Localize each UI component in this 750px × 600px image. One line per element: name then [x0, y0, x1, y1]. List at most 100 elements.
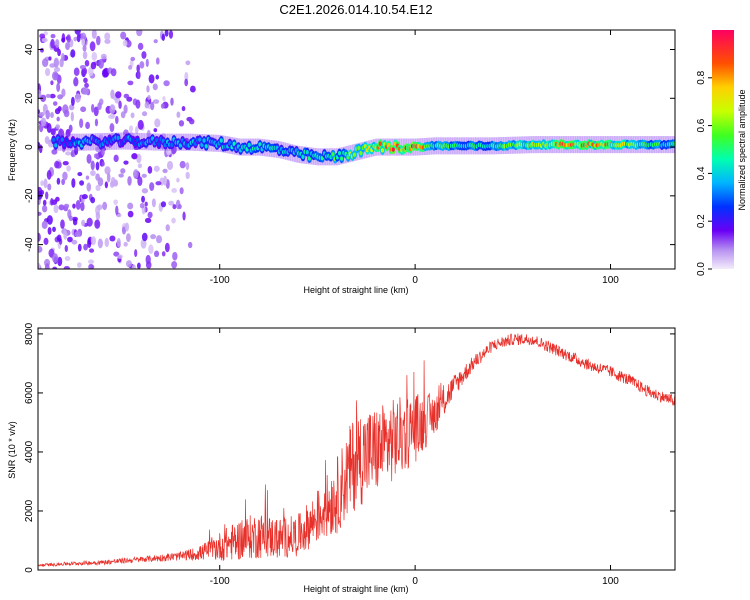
heatmap-noise-cell: [88, 263, 94, 269]
heatmap-noise-cell: [125, 233, 131, 243]
heatmap-noise-cell: [115, 115, 119, 125]
heatmap-noise-cell: [171, 187, 178, 193]
heatmap-noise-cell: [161, 251, 166, 257]
heatmap-noise-cell: [84, 82, 89, 89]
heatmap-y-axis-title: Frequency (Hz): [7, 119, 17, 181]
heatmap-noise-cell: [130, 56, 136, 62]
snr-y-tick-label: 0: [24, 567, 35, 573]
heatmap-ridge-core: [204, 144, 208, 149]
heatmap-noise-cell: [50, 198, 54, 206]
colorbar-tick-label: 0.4: [696, 166, 707, 180]
heatmap-noise-cell: [141, 111, 148, 117]
heatmap-y-tick-label: 0: [24, 144, 35, 150]
heatmap-ridge-core: [352, 152, 357, 157]
heatmap-noise-cell: [94, 118, 99, 127]
heatmap-noise-cell: [162, 96, 166, 102]
heatmap-noise-cell: [168, 30, 174, 39]
heatmap-noise-cell: [101, 148, 105, 156]
colorbar-tick-label: 0.2: [696, 214, 707, 228]
heatmap-noise-cell: [104, 166, 111, 175]
heatmap-noise-cell: [185, 171, 190, 180]
heatmap-noise-cell: [81, 194, 88, 200]
heatmap-noise-cell: [67, 209, 72, 219]
heatmap-noise-cell: [63, 266, 70, 269]
snr-series-line: [38, 333, 675, 568]
heatmap-noise-cell: [68, 124, 73, 133]
heatmap-noise-cell: [109, 235, 116, 242]
snr-frame: [37, 327, 676, 571]
heatmap-noise-cell: [144, 217, 152, 224]
heatmap-noise-cell: [63, 203, 70, 209]
heatmap-noise-cell: [95, 211, 101, 220]
heatmap-noise-cell: [42, 58, 49, 68]
heatmap-noise-cell: [79, 65, 86, 70]
heatmap-noise-cell: [52, 253, 59, 264]
heatmap-cells: [38, 30, 675, 269]
heatmap-ridge-core: [378, 141, 382, 146]
heatmap-noise-cell: [73, 67, 80, 77]
heatmap-noise-cell: [145, 254, 151, 265]
heatmap-noise-cell: [61, 53, 65, 62]
heatmap-noise-cell: [51, 71, 59, 81]
heatmap-noise-cell: [85, 175, 90, 180]
heatmap-noise-cell: [125, 260, 132, 268]
heatmap-noise-cell: [56, 116, 60, 122]
heatmap-noise-cell: [90, 61, 97, 70]
heatmap-noise-cell: [50, 33, 56, 39]
heatmap-ridge-core: [52, 137, 56, 143]
heatmap-noise-cell: [64, 256, 71, 261]
heatmap-noise-cell: [75, 199, 81, 210]
heatmap-noise-cell: [50, 80, 54, 86]
colorbar-tick-label: 0.8: [696, 70, 707, 84]
heatmap-noise-cell: [95, 161, 100, 171]
heatmap-noise-cell: [40, 117, 47, 127]
heatmap-noise-cell: [81, 219, 86, 227]
heatmap-noise-cell: [86, 182, 92, 192]
heatmap-noise-cell: [86, 153, 92, 164]
heatmap-noise-cell: [128, 125, 134, 133]
heatmap-ridge-core: [337, 150, 342, 156]
heatmap-noise-cell: [141, 173, 147, 178]
heatmap-noise-cell: [123, 93, 130, 99]
heatmap-noise-cell: [144, 101, 150, 109]
heatmap-noise-cell: [38, 211, 42, 216]
snr-y-tick-label: 4000: [24, 440, 35, 463]
colorbar-title: Normalized spectral amplitude: [737, 89, 747, 210]
heatmap-noise-cell: [176, 111, 181, 118]
heatmap-noise-cell: [42, 199, 47, 206]
heatmap-noise-cell: [189, 85, 196, 93]
colorbar-tick-label: 0.0: [696, 262, 707, 276]
heatmap-noise-cell: [145, 58, 149, 68]
heatmap-noise-cell: [185, 162, 190, 171]
heatmap-noise-cell: [66, 34, 71, 43]
heatmap-noise-cell: [127, 80, 134, 86]
heatmap-ridge-core: [359, 150, 363, 156]
heatmap-ridge-core: [54, 143, 58, 148]
snr-y-tick-label: 8000: [24, 322, 35, 345]
heatmap-noise-cell: [63, 109, 70, 118]
snr-y-axis-title: SNR (10 * v/v): [7, 421, 17, 479]
heatmap-noise-cell: [172, 204, 177, 210]
heatmap-ridge-core: [307, 156, 312, 161]
heatmap-noise-cell: [46, 122, 52, 133]
heatmap-ridge-core: [232, 141, 236, 147]
heatmap-noise-cell: [165, 224, 170, 232]
heatmap-noise-cell: [40, 180, 44, 187]
heatmap-noise-cell: [90, 170, 96, 177]
heatmap-noise-cell: [178, 120, 185, 127]
heatmap-noise-cell: [136, 30, 143, 37]
heatmap-x-axis-title: Height of straight line (km): [303, 285, 408, 295]
heatmap-noise-cell: [90, 196, 96, 204]
heatmap-y-tick-label: 40: [24, 44, 35, 56]
heatmap-noise-cell: [113, 251, 120, 257]
heatmap-noise-cell: [104, 237, 110, 248]
heatmap-x-tick-label: 100: [602, 275, 619, 286]
heatmap-noise-cell: [164, 30, 169, 37]
heatmap-ridge-core: [219, 138, 223, 143]
heatmap-noise-cell: [168, 200, 175, 206]
heatmap-noise-cell: [40, 94, 47, 102]
heatmap-noise-cell: [46, 170, 52, 180]
heatmap-noise-cell: [54, 160, 60, 169]
heatmap-noise-cell: [131, 152, 138, 160]
snr-x-tick-label: -100: [210, 576, 230, 587]
